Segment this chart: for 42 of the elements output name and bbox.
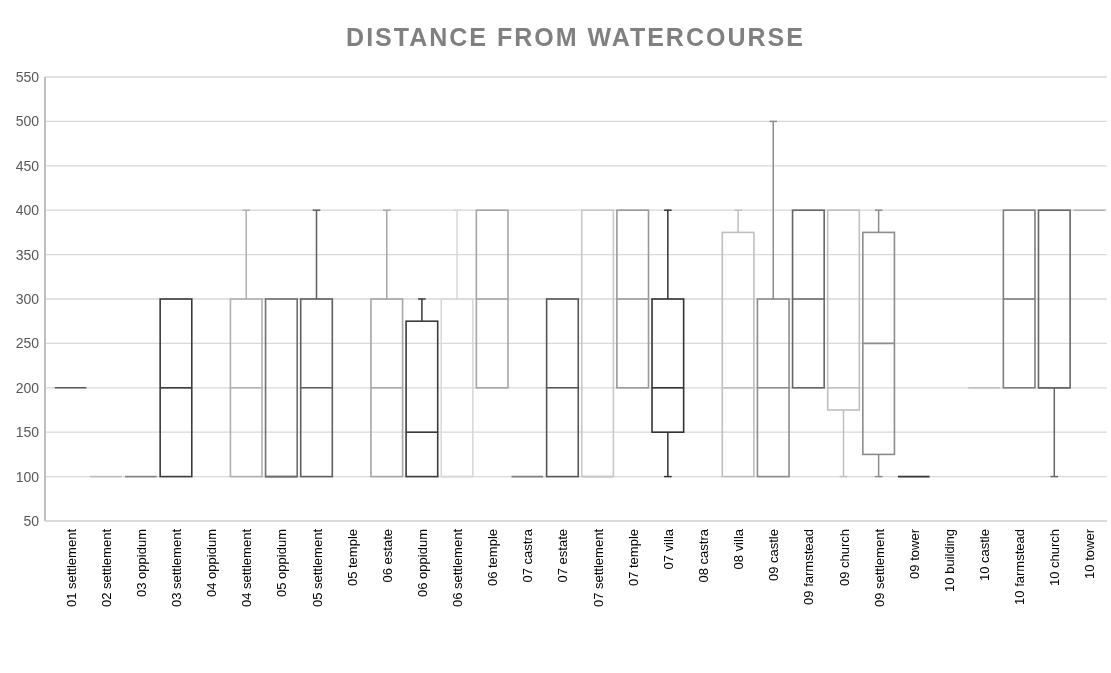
x-tick-label: 10 castle: [977, 529, 993, 582]
y-tick-label: 500: [15, 113, 40, 130]
x-tick-label: 08 villa: [731, 528, 747, 570]
x-tick-label: 09 farmstead: [801, 529, 817, 605]
x-tick-label: 03 settlement: [168, 528, 184, 608]
x-tick-label: 10 building: [941, 529, 957, 592]
x-tick-label: 05 oppidum: [274, 529, 290, 597]
x-tick-label: 09 church: [836, 529, 852, 587]
x-tick-label: 07 castra: [520, 528, 536, 583]
x-tick-label: 06 estate: [379, 529, 395, 583]
x-tick-label: 06 settlement: [450, 528, 466, 608]
x-tick-label: 05 settlement: [309, 528, 325, 608]
x-tick-label: 07 estate: [555, 529, 571, 583]
x-tick-label: 04 settlement: [239, 528, 255, 608]
y-tick-label: 300: [15, 290, 40, 307]
x-tick-label: 06 oppidum: [414, 529, 430, 597]
y-tick-label: 100: [15, 468, 40, 485]
x-tick-label: 05 temple: [344, 529, 360, 587]
y-tick-label: 50: [23, 512, 40, 529]
x-tick-label: 10 farmstead: [1012, 529, 1028, 605]
y-tick-label: 450: [15, 157, 40, 174]
x-tick-label: 02 settlement: [98, 528, 114, 608]
x-tick-label: 10 church: [1047, 529, 1063, 587]
y-tick-label: 350: [15, 246, 40, 263]
y-tick-label: 200: [15, 379, 40, 396]
chart-title: DISTANCE FROM WATERCOURSE: [346, 23, 805, 51]
x-tick-label: 10 tower: [1082, 528, 1098, 579]
x-tick-label: 01 settlement: [63, 528, 79, 608]
x-tick-label: 09 castle: [766, 529, 782, 582]
y-tick-label: 250: [15, 335, 40, 352]
y-tick-label: 150: [15, 424, 40, 441]
y-tick-label: 550: [15, 68, 40, 85]
x-tick-label: 07 temple: [625, 529, 641, 587]
x-tick-label: 03 oppidum: [133, 529, 149, 597]
x-tick-label: 07 villa: [660, 528, 676, 570]
x-tick-label: 07 settlement: [590, 528, 606, 608]
x-tick-label: 09 settlement: [871, 528, 887, 608]
x-tick-label: 08 castra: [695, 528, 711, 583]
x-tick-label: 09 tower: [906, 528, 922, 579]
y-tick-label: 400: [15, 202, 40, 219]
x-tick-label: 04 oppidum: [204, 529, 220, 597]
x-tick-label: 06 temple: [485, 529, 501, 587]
